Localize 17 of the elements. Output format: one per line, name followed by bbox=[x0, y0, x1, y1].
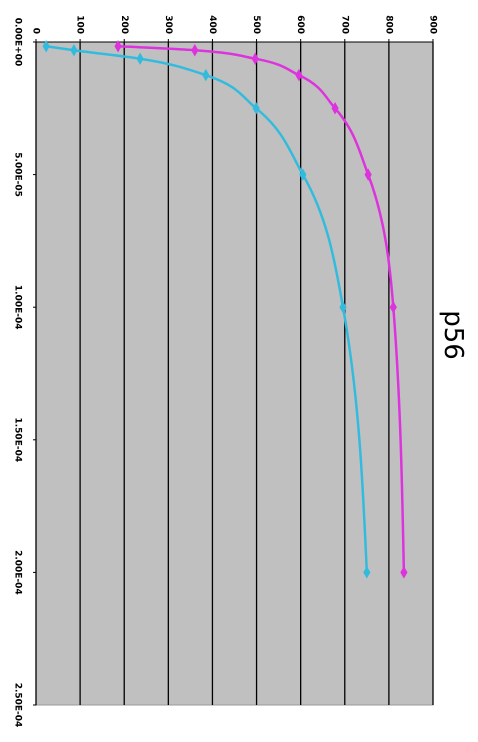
x-tick-label: 700 bbox=[339, 15, 350, 34]
x-tick-label: 800 bbox=[383, 15, 394, 34]
x-tick-label: 100 bbox=[74, 15, 85, 34]
y-tick-label: 5.00E-05 bbox=[12, 152, 23, 197]
y-tick-label: 1.00E-04 bbox=[12, 284, 23, 330]
x-tick-label: 400 bbox=[206, 15, 217, 34]
y-tick-label: 2.00E-04 bbox=[12, 550, 23, 595]
x-tick-label: 300 bbox=[162, 15, 173, 34]
x-tick-label: 900 bbox=[428, 15, 438, 34]
x-tick-label: 200 bbox=[118, 15, 129, 34]
y-tick-label: 2.50E-04 bbox=[12, 682, 23, 728]
y-tick-label: 0.00E+00 bbox=[12, 18, 23, 66]
x-tick-label: 0 bbox=[30, 28, 41, 34]
y-tick-label: 1.50E-04 bbox=[12, 417, 23, 462]
x-tick-label: 600 bbox=[295, 15, 306, 34]
x-tick-label: 500 bbox=[251, 15, 262, 34]
text: p56 bbox=[438, 310, 468, 360]
